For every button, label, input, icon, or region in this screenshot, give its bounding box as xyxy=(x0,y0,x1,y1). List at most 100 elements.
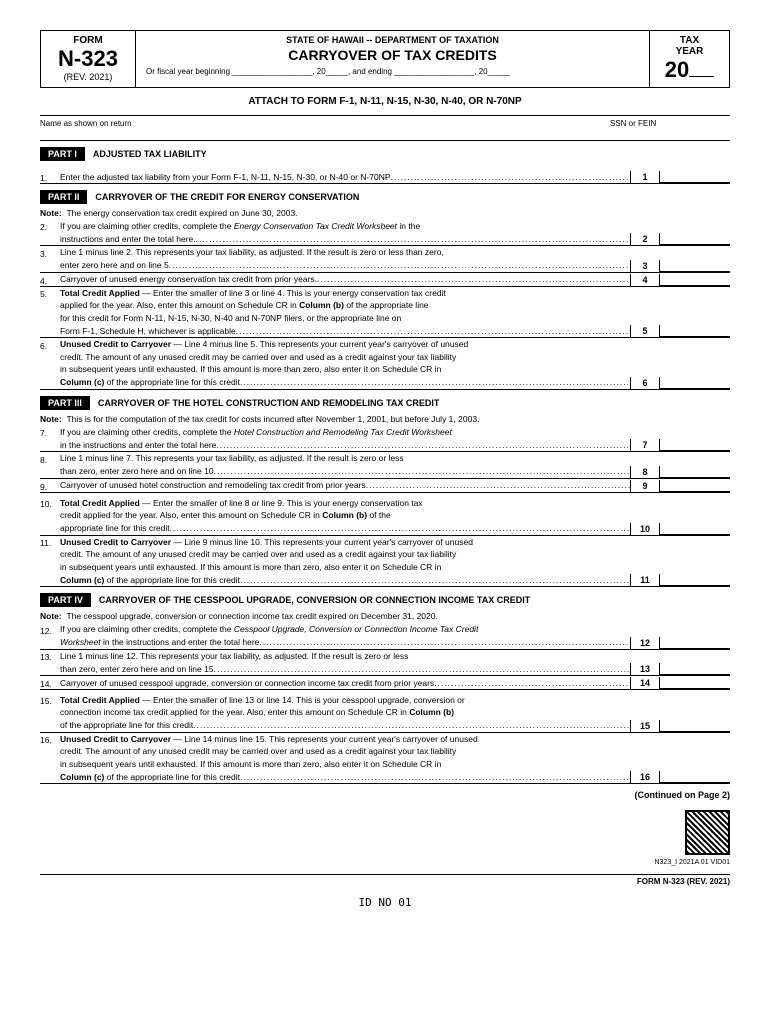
line-5-fill[interactable] xyxy=(660,336,730,337)
line-num-10: 10. xyxy=(40,498,60,509)
line-7-fill[interactable] xyxy=(660,450,730,451)
line-10b: credit applied for the year. Also, enter… xyxy=(40,510,730,521)
line-1-fill[interactable] xyxy=(660,182,730,183)
line-9-text: Carryover of unused hotel construction a… xyxy=(60,480,630,491)
line-10-box: 10 xyxy=(630,523,660,535)
footer-ids: N323_I 2021A 01 VID01 xyxy=(40,859,730,866)
part3-title: CARRYOVER OF THE HOTEL CONSTRUCTION AND … xyxy=(98,398,440,408)
line-10b-text: credit applied for the year. Also, enter… xyxy=(60,510,630,521)
line-15b: connection income tax credit applied for… xyxy=(40,707,730,718)
line-10c: appropriate line for this credit 10 xyxy=(40,523,730,536)
line-15-fill[interactable] xyxy=(660,731,730,732)
line-num-6: 6. xyxy=(40,340,60,351)
line-num-11: 11. xyxy=(40,537,60,548)
line-6b: credit. The amount of any unused credit … xyxy=(40,352,730,363)
part2-header: PART II CARRYOVER OF THE CREDIT FOR ENER… xyxy=(40,190,730,204)
header-right: TAX YEAR 20 xyxy=(649,31,729,87)
line-11-box: 11 xyxy=(630,574,660,586)
line-7-box: 7 xyxy=(630,439,660,451)
line-8b: than zero, enter zero here and on line 1… xyxy=(40,466,730,479)
line-15: 15. Total Credit Applied — Enter the sma… xyxy=(40,695,730,706)
line-1-box: 1 xyxy=(630,171,660,183)
line-10-fill[interactable] xyxy=(660,534,730,535)
line-12b-text: Worksheet in the instructions and enter … xyxy=(60,637,630,648)
line-5b-text: applied for the year. Also, enter this a… xyxy=(60,300,630,311)
line-15b-text: connection income tax credit applied for… xyxy=(60,707,630,718)
line-16-text: Unused Credit to Carryover — Line 14 min… xyxy=(60,734,630,745)
line-7b-text: in the instructions and enter the total … xyxy=(60,440,630,451)
line-2-fill[interactable] xyxy=(660,244,730,245)
line-num-1: 1. xyxy=(40,172,60,183)
line-6c-text: in subsequent years until exhausted. If … xyxy=(60,364,630,375)
line-num-8: 8. xyxy=(40,454,60,465)
line-4-fill[interactable] xyxy=(660,285,730,286)
line-8-fill[interactable] xyxy=(660,477,730,478)
line-16-fill[interactable] xyxy=(660,782,730,783)
line-11c: in subsequent years until exhausted. If … xyxy=(40,562,730,573)
line-3: 3. Line 1 minus line 2. This represents … xyxy=(40,247,730,258)
line-5d: Form F-1, Schedule H, whichever is appli… xyxy=(40,325,730,338)
footer-form: FORM N-323 (REV. 2021) xyxy=(40,874,730,886)
part4-header: PART IV CARRYOVER OF THE CESSPOOL UPGRAD… xyxy=(40,593,730,607)
part4-note: Note: The cesspool upgrade, conversion o… xyxy=(40,611,730,621)
line-5-text: Total Credit Applied — Enter the smaller… xyxy=(60,288,630,299)
year-prefix: 20 xyxy=(665,57,689,82)
line-9: 9. Carryover of unused hotel constructio… xyxy=(40,480,730,493)
line-6-box: 6 xyxy=(630,377,660,389)
line-5c-text: for this credit for Form N-11, N-15, N-3… xyxy=(60,313,630,324)
continued-text: (Continued on Page 2) xyxy=(40,790,730,800)
fiscal-year: Or fiscal year beginning _______________… xyxy=(146,67,639,76)
line-1-text: Enter the adjusted tax liability from yo… xyxy=(60,172,630,183)
part1-title: ADJUSTED TAX LIABILITY xyxy=(93,149,207,159)
form-header: FORM N-323 (REV. 2021) STATE OF HAWAII -… xyxy=(40,30,730,88)
line-3b-text: enter zero here and on line 5 xyxy=(60,260,630,271)
form-number: N-323 xyxy=(45,46,131,72)
line-13-fill[interactable] xyxy=(660,674,730,675)
line-num-7: 7. xyxy=(40,427,60,438)
part1-label: PART I xyxy=(40,147,85,161)
line-3-fill[interactable] xyxy=(660,271,730,272)
form-label: FORM xyxy=(45,35,131,46)
tax-label: TAX xyxy=(654,35,725,46)
line-num-2: 2. xyxy=(40,221,60,232)
line-7: 7. If you are claiming other credits, co… xyxy=(40,427,730,438)
line-6-fill[interactable] xyxy=(660,388,730,389)
line-6-text: Unused Credit to Carryover — Line 4 minu… xyxy=(60,339,630,350)
name-label: Name as shown on return xyxy=(40,119,610,128)
line-11-fill[interactable] xyxy=(660,585,730,586)
line-6c: in subsequent years until exhausted. If … xyxy=(40,364,730,375)
line-9-fill[interactable] xyxy=(660,491,730,492)
part2-label: PART II xyxy=(40,190,87,204)
year-fill[interactable] xyxy=(689,76,714,77)
line-13-box: 13 xyxy=(630,663,660,675)
line-2: 2. If you are claiming other credits, co… xyxy=(40,221,730,232)
line-5: 5. Total Credit Applied — Enter the smal… xyxy=(40,288,730,299)
line-8b-text: than zero, enter zero here and on line 1… xyxy=(60,466,630,477)
line-8-text: Line 1 minus line 7. This represents you… xyxy=(60,453,630,464)
line-16d: Column (c) of the appropriate line for t… xyxy=(40,771,730,784)
line-num-5: 5. xyxy=(40,288,60,299)
line-14-fill[interactable] xyxy=(660,688,730,689)
line-4: 4. Carryover of unused energy conservati… xyxy=(40,274,730,287)
line-12-fill[interactable] xyxy=(660,648,730,649)
line-9-box: 9 xyxy=(630,480,660,492)
line-7-text: If you are claiming other credits, compl… xyxy=(60,427,630,438)
line-15c: of the appropriate line for this credit … xyxy=(40,720,730,733)
line-6d: Column (c) of the appropriate line for t… xyxy=(40,377,730,390)
line-16-box: 16 xyxy=(630,771,660,783)
line-12-text: If you are claiming other credits, compl… xyxy=(60,624,630,635)
line-4-text: Carryover of unused energy conservation … xyxy=(60,274,630,285)
line-2-text: If you are claiming other credits, compl… xyxy=(60,221,630,232)
qrcode-icon xyxy=(685,810,730,855)
line-num-3: 3. xyxy=(40,248,60,259)
line-num-12: 12. xyxy=(40,625,60,636)
line-13-text: Line 1 minus line 12. This represents yo… xyxy=(60,651,630,662)
header-left: FORM N-323 (REV. 2021) xyxy=(41,31,136,87)
line-13b: than zero, enter zero here and on line 1… xyxy=(40,663,730,676)
line-15c-text: of the appropriate line for this credit xyxy=(60,720,630,731)
line-6b-text: credit. The amount of any unused credit … xyxy=(60,352,630,363)
line-num-14: 14. xyxy=(40,678,60,689)
part4-label: PART IV xyxy=(40,593,91,607)
attach-instruction: ATTACH TO FORM F-1, N-11, N-15, N-30, N-… xyxy=(40,96,730,107)
part2-title: CARRYOVER OF THE CREDIT FOR ENERGY CONSE… xyxy=(95,192,359,202)
